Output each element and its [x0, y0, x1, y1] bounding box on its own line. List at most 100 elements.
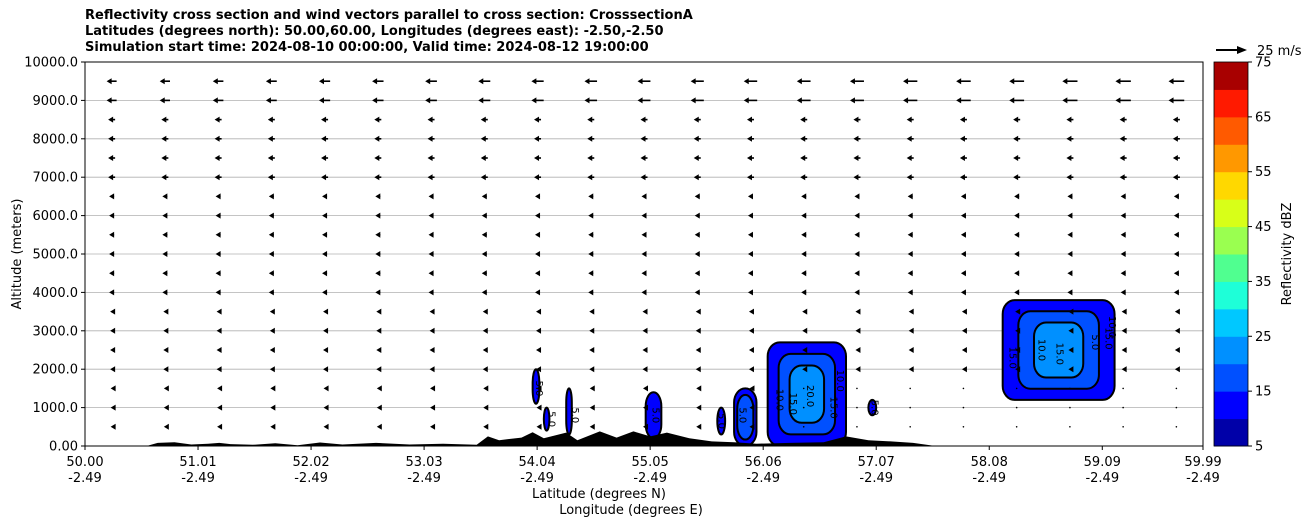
wind-vector-head	[268, 193, 274, 200]
colorbar-tick-label: 65	[1255, 110, 1272, 125]
wind-vector	[1175, 387, 1178, 390]
wind-vector-head	[743, 78, 749, 85]
wind-vector-head	[589, 347, 595, 353]
colorbar-segment	[1214, 336, 1248, 365]
wind-vector-head	[588, 231, 594, 238]
wind-vector-head	[588, 251, 594, 257]
wind-vector-head	[1174, 308, 1180, 315]
wind-vector-head	[321, 174, 327, 181]
wind-vector-head	[589, 308, 595, 315]
wind-vector-head	[588, 270, 594, 277]
y-tick-label: 6000.0	[33, 209, 79, 224]
contour-label: 10.0	[1036, 339, 1047, 361]
wind-vector-head	[693, 135, 699, 142]
wind-vector-head	[481, 193, 487, 200]
y-axis-label: Altitude (meters)	[10, 199, 25, 310]
wind-vector-head	[110, 385, 116, 392]
contour-label: 15.0	[827, 396, 838, 418]
wind-vector-head	[802, 308, 808, 315]
wind-vector-head	[481, 251, 487, 257]
wind-vector-head	[323, 385, 329, 392]
wind-vector-head	[269, 308, 275, 315]
colorbar-segment	[1214, 391, 1248, 420]
wind-vector-head	[748, 347, 754, 353]
wind-vector-head	[1015, 308, 1021, 315]
wind-vector-head	[1013, 174, 1019, 181]
wind-vector-head	[643, 404, 648, 411]
colorbar-segment	[1214, 254, 1248, 282]
colorbar-segment	[1214, 62, 1248, 90]
wind-vector-head	[535, 251, 541, 257]
wind-vector-head	[960, 231, 966, 238]
wind-vector-head	[1066, 135, 1072, 142]
wind-vector-head	[323, 347, 329, 353]
wind-vector-head	[748, 366, 754, 373]
reflectivity-contour	[531, 368, 541, 405]
wind-vector-head	[800, 116, 806, 123]
wind-vector-head	[801, 212, 807, 219]
wind-vector-head	[907, 251, 913, 257]
wind-vector-head	[270, 404, 276, 411]
wind-vector-head	[428, 231, 434, 238]
title-line-1: Reflectivity cross section and wind vect…	[85, 8, 693, 23]
contour-label: 5.0	[715, 413, 726, 429]
wind-vector-head	[110, 366, 116, 373]
wind-vector-head	[531, 78, 537, 85]
wind-vector-head	[375, 270, 381, 277]
wind-vector-head	[483, 385, 489, 392]
wind-vector-head	[588, 193, 594, 200]
wind-vector-head	[268, 270, 274, 277]
wind-vector-head	[535, 231, 541, 238]
wind-vector-head	[110, 404, 116, 411]
wind-vector-head	[429, 366, 435, 373]
wind-vector-head	[854, 193, 860, 200]
wind-vector-head	[109, 193, 115, 200]
wind-vector-head	[482, 308, 488, 315]
wind-vector-head	[641, 193, 647, 200]
wind-vector-head	[427, 135, 433, 142]
wind-vector-head	[163, 404, 169, 411]
wind-vector-head	[217, 385, 223, 392]
wind-vector-head	[375, 251, 381, 257]
wind-vector-head	[428, 212, 434, 219]
wind-vector-head	[643, 385, 648, 392]
wind-vector-head	[959, 116, 965, 123]
wind-vector-head	[110, 327, 116, 334]
wind-vector-head	[270, 423, 276, 430]
wind-vector-head	[588, 289, 594, 296]
wind-vector-head	[1015, 347, 1021, 353]
wind-vector-head	[268, 231, 274, 238]
wind-vector-head	[587, 155, 593, 161]
x-axis: 50.00-2.4951.01-2.4952.02-2.4953.03-2.49…	[66, 446, 1222, 486]
wind-vector-head	[374, 116, 380, 123]
wind-vector-head	[748, 327, 754, 334]
wind-vector-head	[216, 347, 222, 353]
wind-vector-head	[1015, 366, 1021, 373]
wind-vector-head	[217, 404, 223, 411]
wind-vector-head	[376, 347, 382, 353]
contour-label: 5.0	[737, 407, 748, 423]
wind-vector-head	[481, 289, 487, 296]
wind-vector-head	[961, 366, 967, 373]
wind-vector-head	[212, 97, 218, 104]
wind-vector	[1069, 387, 1071, 390]
colorbar-tick-label: 55	[1255, 165, 1272, 180]
colorbar-segment	[1214, 144, 1248, 173]
wind-vector-head	[640, 116, 646, 123]
x-tick-label-lon: -2.49	[859, 471, 893, 486]
wind-vector-head	[959, 135, 965, 142]
wind-vector-head	[800, 135, 806, 142]
x-tick-label-lon: -2.49	[407, 471, 441, 486]
wind-vector-head	[376, 423, 382, 430]
wind-vector-head	[163, 308, 169, 315]
wind-vector-head	[1014, 231, 1020, 238]
wind-vector-head	[801, 270, 807, 277]
wind-vector-head	[1120, 193, 1126, 200]
wind-vector	[1175, 426, 1178, 428]
colorbar-segment	[1214, 171, 1248, 200]
wind-vector-head	[1014, 251, 1020, 257]
wind-vector-head	[109, 289, 115, 296]
wind-vector-head	[961, 327, 967, 334]
wind-vector-head	[425, 97, 431, 104]
wind-vector-head	[907, 231, 913, 238]
